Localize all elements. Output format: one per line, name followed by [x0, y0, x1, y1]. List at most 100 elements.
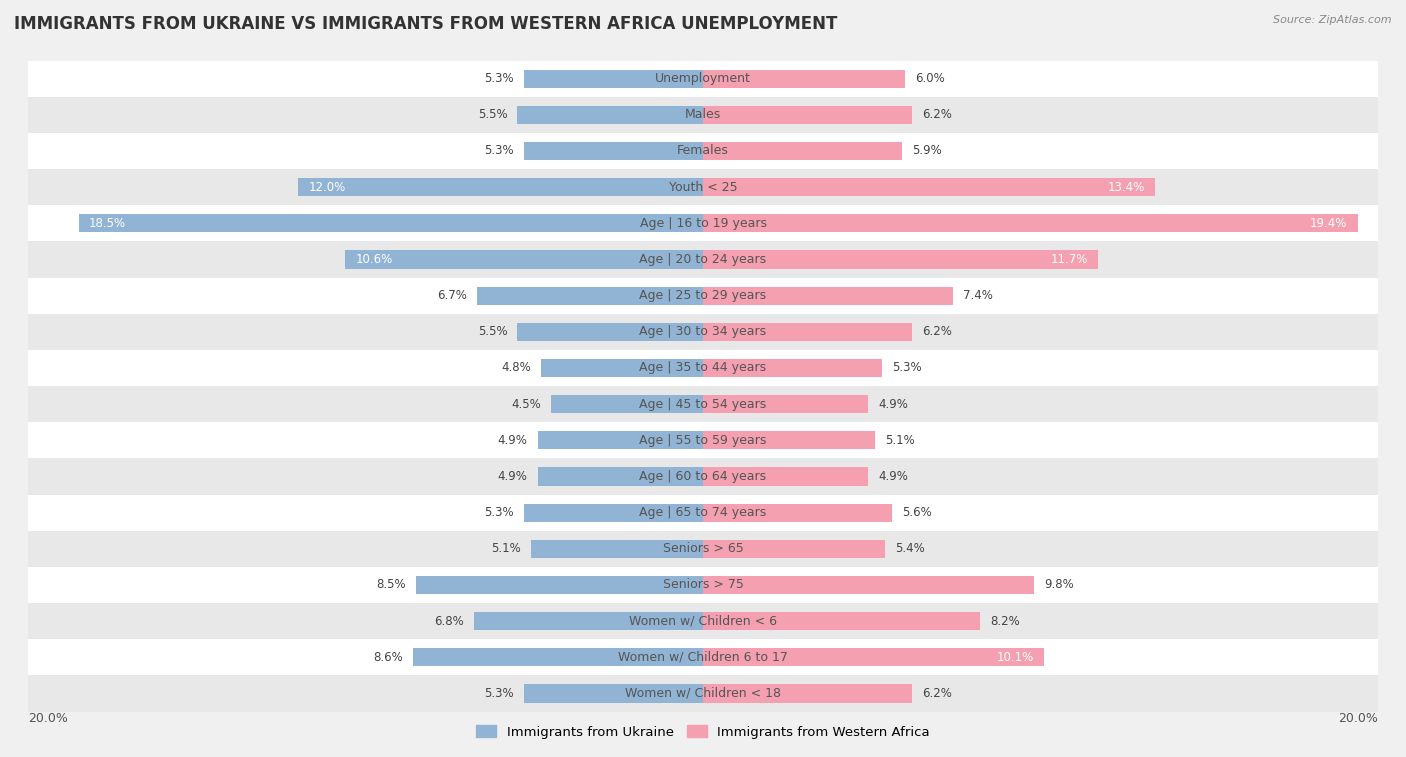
Text: Males: Males	[685, 108, 721, 121]
Bar	[477, 287, 703, 304]
Text: Age | 20 to 24 years: Age | 20 to 24 years	[640, 253, 766, 266]
Bar	[703, 684, 912, 702]
Text: Women w/ Children 6 to 17: Women w/ Children 6 to 17	[619, 651, 787, 664]
Bar	[703, 503, 891, 522]
Bar	[537, 431, 703, 450]
Legend: Immigrants from Ukraine, Immigrants from Western Africa: Immigrants from Ukraine, Immigrants from…	[471, 720, 935, 744]
Text: 4.9%: 4.9%	[498, 434, 527, 447]
Text: Age | 16 to 19 years: Age | 16 to 19 years	[640, 217, 766, 230]
Text: 5.3%: 5.3%	[485, 687, 515, 700]
Bar	[703, 287, 953, 304]
Text: Age | 25 to 29 years: Age | 25 to 29 years	[640, 289, 766, 302]
Bar	[541, 359, 703, 377]
Bar	[28, 205, 1378, 241]
Bar	[28, 61, 1378, 97]
Bar	[28, 603, 1378, 639]
Bar	[28, 169, 1378, 205]
Bar	[703, 612, 980, 630]
Bar	[524, 503, 703, 522]
Text: 9.8%: 9.8%	[1043, 578, 1074, 591]
Bar	[703, 322, 912, 341]
Text: 5.3%: 5.3%	[485, 506, 515, 519]
Text: 5.1%: 5.1%	[491, 542, 520, 556]
Bar	[28, 531, 1378, 567]
Text: 13.4%: 13.4%	[1108, 181, 1144, 194]
Text: 20.0%: 20.0%	[1339, 712, 1378, 724]
Bar	[28, 386, 1378, 422]
Text: Unemployment: Unemployment	[655, 72, 751, 85]
Text: Seniors > 65: Seniors > 65	[662, 542, 744, 556]
Text: 7.4%: 7.4%	[963, 289, 993, 302]
Text: 19.4%: 19.4%	[1310, 217, 1347, 230]
Bar	[28, 422, 1378, 459]
Bar	[28, 278, 1378, 313]
Bar	[703, 251, 1098, 269]
Bar	[28, 97, 1378, 133]
Text: 8.5%: 8.5%	[377, 578, 406, 591]
Bar	[28, 313, 1378, 350]
Bar	[28, 350, 1378, 386]
Bar	[517, 106, 703, 124]
Text: 11.7%: 11.7%	[1050, 253, 1088, 266]
Text: 6.2%: 6.2%	[922, 326, 952, 338]
Bar	[703, 576, 1033, 594]
Text: Age | 45 to 54 years: Age | 45 to 54 years	[640, 397, 766, 410]
Bar	[28, 241, 1378, 278]
Bar	[28, 459, 1378, 494]
Text: 6.8%: 6.8%	[433, 615, 464, 628]
Bar	[416, 576, 703, 594]
Bar	[703, 178, 1156, 196]
Bar	[703, 648, 1043, 666]
Bar	[28, 133, 1378, 169]
Text: Women w/ Children < 18: Women w/ Children < 18	[626, 687, 780, 700]
Text: 4.5%: 4.5%	[512, 397, 541, 410]
Bar	[703, 359, 882, 377]
Text: Age | 65 to 74 years: Age | 65 to 74 years	[640, 506, 766, 519]
Text: 4.9%: 4.9%	[879, 397, 908, 410]
Text: Source: ZipAtlas.com: Source: ZipAtlas.com	[1274, 15, 1392, 25]
Text: 18.5%: 18.5%	[89, 217, 127, 230]
Text: Women w/ Children < 6: Women w/ Children < 6	[628, 615, 778, 628]
Bar	[531, 540, 703, 558]
Bar	[298, 178, 703, 196]
Bar	[413, 648, 703, 666]
Text: 10.1%: 10.1%	[997, 651, 1033, 664]
Bar	[537, 467, 703, 485]
Text: 8.2%: 8.2%	[990, 615, 1019, 628]
Text: 4.9%: 4.9%	[498, 470, 527, 483]
Bar	[551, 395, 703, 413]
Text: 10.6%: 10.6%	[356, 253, 392, 266]
Text: Age | 55 to 59 years: Age | 55 to 59 years	[640, 434, 766, 447]
Text: 5.3%: 5.3%	[485, 145, 515, 157]
Bar	[703, 431, 875, 450]
Bar	[517, 322, 703, 341]
Text: 20.0%: 20.0%	[28, 712, 67, 724]
Bar	[346, 251, 703, 269]
Bar	[524, 70, 703, 88]
Text: 5.5%: 5.5%	[478, 108, 508, 121]
Text: 4.8%: 4.8%	[501, 362, 531, 375]
Text: 8.6%: 8.6%	[373, 651, 402, 664]
Bar	[703, 106, 912, 124]
Text: 5.5%: 5.5%	[478, 326, 508, 338]
Bar	[28, 639, 1378, 675]
Text: 5.9%: 5.9%	[912, 145, 942, 157]
Bar	[28, 567, 1378, 603]
Bar	[703, 214, 1358, 232]
Text: 4.9%: 4.9%	[879, 470, 908, 483]
Text: Age | 60 to 64 years: Age | 60 to 64 years	[640, 470, 766, 483]
Text: Youth < 25: Youth < 25	[669, 181, 737, 194]
Text: 6.0%: 6.0%	[915, 72, 945, 85]
Text: 12.0%: 12.0%	[308, 181, 346, 194]
Bar	[703, 467, 869, 485]
Bar	[524, 684, 703, 702]
Bar	[28, 494, 1378, 531]
Text: 5.3%: 5.3%	[891, 362, 921, 375]
Bar	[703, 540, 886, 558]
Text: 5.3%: 5.3%	[485, 72, 515, 85]
Text: Age | 30 to 34 years: Age | 30 to 34 years	[640, 326, 766, 338]
Bar	[703, 70, 905, 88]
Bar	[79, 214, 703, 232]
Text: Females: Females	[678, 145, 728, 157]
Text: 6.2%: 6.2%	[922, 108, 952, 121]
